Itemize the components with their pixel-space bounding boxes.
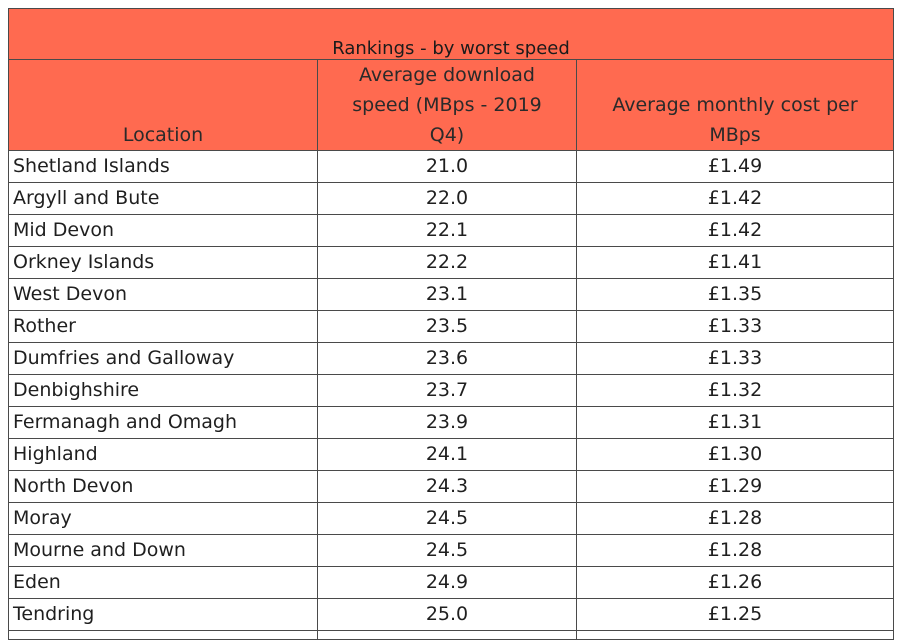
- table-row: Rother 23.5 £1.33: [8, 310, 895, 343]
- table-row: Moray 24.5 £1.28: [8, 502, 895, 535]
- cell-location: Mourne and Down: [8, 534, 318, 567]
- table-row: Fermanagh and Omagh 23.9 £1.31: [8, 406, 895, 439]
- cell-cost: £1.28: [575, 534, 895, 567]
- table-row: Denbighshire 23.7 £1.32: [8, 374, 895, 407]
- cell-speed: 22.2: [317, 246, 577, 279]
- table-row: Orkney Islands 22.2 £1.41: [8, 246, 895, 279]
- cell-speed: 24.1: [317, 438, 577, 471]
- cell-cost: £1.26: [575, 566, 895, 599]
- cell-cost: £1.42: [575, 214, 895, 247]
- trailing-cell: [8, 630, 318, 640]
- table-row: West Devon 23.1 £1.35: [8, 278, 895, 311]
- table-title: Rankings - by worst speed: [7, 8, 895, 60]
- trailing-cell: [575, 630, 895, 640]
- cell-speed: 23.9: [317, 406, 577, 439]
- cell-speed: 22.0: [317, 182, 577, 215]
- cell-location: Denbighshire: [8, 374, 318, 407]
- table-row: Shetland Islands 21.0 £1.49: [8, 150, 895, 183]
- cell-cost: £1.42: [575, 182, 895, 215]
- cell-cost: £1.33: [575, 342, 895, 375]
- cell-speed: 23.5: [317, 310, 577, 343]
- cell-speed: 23.7: [317, 374, 577, 407]
- table-row: Mourne and Down 24.5 £1.28: [8, 534, 895, 567]
- column-header-speed: Average download speed (MBps - 2019 Q4): [317, 59, 577, 151]
- cell-location: Moray: [8, 502, 318, 535]
- rankings-table: Rankings - by worst speed Location Avera…: [7, 8, 895, 640]
- cell-cost: £1.31: [575, 406, 895, 439]
- cell-speed: 21.0: [317, 150, 577, 183]
- cell-cost: £1.32: [575, 374, 895, 407]
- cell-location: Argyll and Bute: [8, 182, 318, 215]
- cell-cost: £1.33: [575, 310, 895, 343]
- header-row: Location Average download speed (MBps - …: [8, 59, 895, 151]
- cell-speed: 25.0: [317, 598, 577, 631]
- cell-cost: £1.29: [575, 470, 895, 503]
- table-row: Argyll and Bute 22.0 £1.42: [8, 182, 895, 215]
- column-header-location: Location: [8, 59, 318, 151]
- cell-cost: £1.30: [575, 438, 895, 471]
- cell-location: West Devon: [8, 278, 318, 311]
- title-row: Rankings - by worst speed: [7, 8, 895, 60]
- cell-cost: £1.25: [575, 598, 895, 631]
- cell-cost: £1.35: [575, 278, 895, 311]
- cell-location: Highland: [8, 438, 318, 471]
- cell-cost: £1.28: [575, 502, 895, 535]
- cell-speed: 24.5: [317, 502, 577, 535]
- table-row: Mid Devon 22.1 £1.42: [8, 214, 895, 247]
- table-row: Eden 24.9 £1.26: [8, 566, 895, 599]
- cell-location: Rother: [8, 310, 318, 343]
- table-row: Highland 24.1 £1.30: [8, 438, 895, 471]
- cell-location: Orkney Islands: [8, 246, 318, 279]
- cell-speed: 23.6: [317, 342, 577, 375]
- trailing-cell: [317, 630, 577, 640]
- cell-speed: 23.1: [317, 278, 577, 311]
- column-header-cost: Average monthly cost per MBps: [575, 59, 895, 151]
- cell-speed: 24.5: [317, 534, 577, 567]
- cell-cost: £1.41: [575, 246, 895, 279]
- cell-location: Eden: [8, 566, 318, 599]
- table-row: Tendring 25.0 £1.25: [8, 598, 895, 631]
- cell-location: Tendring: [8, 598, 318, 631]
- table-row: North Devon 24.3 £1.29: [8, 470, 895, 503]
- trailing-row: [8, 630, 895, 640]
- table-row: Dumfries and Galloway 23.6 £1.33: [8, 342, 895, 375]
- cell-location: Shetland Islands: [8, 150, 318, 183]
- cell-speed: 22.1: [317, 214, 577, 247]
- cell-speed: 24.3: [317, 470, 577, 503]
- cell-location: Mid Devon: [8, 214, 318, 247]
- cell-cost: £1.49: [575, 150, 895, 183]
- cell-location: Dumfries and Galloway: [8, 342, 318, 375]
- cell-speed: 24.9: [317, 566, 577, 599]
- cell-location: Fermanagh and Omagh: [8, 406, 318, 439]
- cell-location: North Devon: [8, 470, 318, 503]
